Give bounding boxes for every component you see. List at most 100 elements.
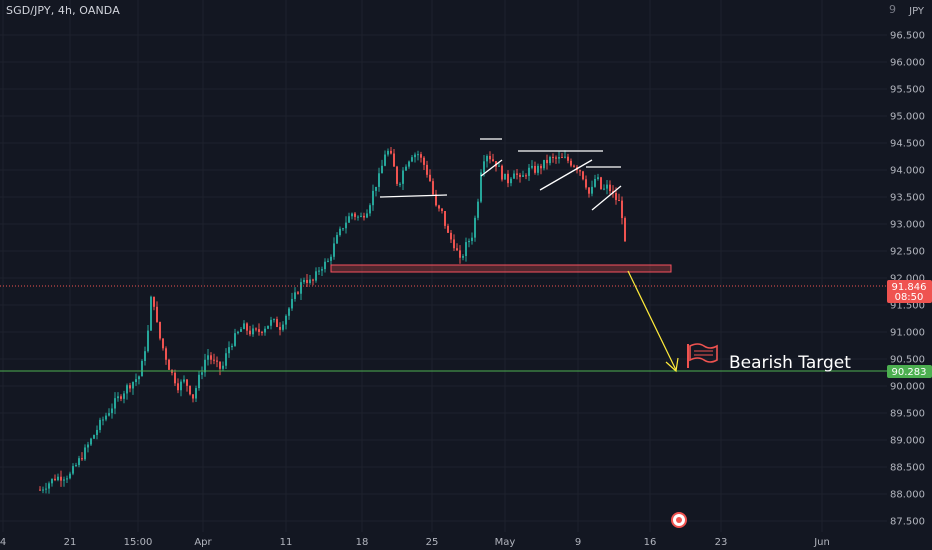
candle-body (252, 328, 254, 335)
target-price-value: 90.283 (892, 367, 927, 378)
time-axis[interactable]: 4 21 15:00 Apr 11 18 25 May 9 16 23 Jun (0, 537, 830, 548)
time-tick-label: 11 (280, 537, 293, 548)
price-tick-label: 93.000 (890, 220, 925, 231)
candle-body (120, 396, 122, 399)
candle-body (609, 184, 611, 192)
forecast-arrow[interactable] (627, 270, 677, 371)
candle-body (447, 225, 449, 233)
trendline[interactable] (379, 194, 448, 198)
candle-body (618, 200, 620, 202)
candle-body (114, 398, 116, 409)
candle-body (51, 478, 53, 484)
candle-body (291, 298, 293, 309)
candle-body (342, 228, 344, 230)
candle-body (288, 308, 290, 316)
candle-body (264, 328, 266, 333)
candle-body (453, 239, 455, 249)
candle-body (516, 173, 518, 175)
candle-body (492, 159, 494, 162)
candle-body (387, 150, 389, 155)
candle-body (117, 396, 119, 399)
candle-body (321, 269, 323, 271)
candle-body (354, 213, 356, 217)
candle-body (147, 330, 149, 352)
candle-body (261, 331, 263, 333)
settings-icon[interactable]: 9 (889, 3, 896, 16)
candle-body (339, 228, 341, 236)
candle-body (132, 382, 134, 389)
currency-button[interactable]: JPY (909, 6, 924, 17)
price-tick-label: 93.500 (890, 193, 925, 204)
candle-body (156, 306, 158, 322)
candle-body (528, 167, 530, 176)
candle-body (108, 413, 110, 416)
trendline[interactable] (539, 159, 593, 191)
candle-body (141, 360, 143, 377)
candle-body (63, 479, 65, 481)
price-tick-label: 91.500 (890, 301, 925, 312)
candle-body (519, 174, 521, 177)
candle-body (285, 315, 287, 325)
trendline[interactable] (591, 185, 622, 211)
candle-body (591, 186, 593, 194)
candle-body (399, 183, 401, 185)
price-tick-label: 94.500 (890, 139, 925, 150)
trendline[interactable] (480, 159, 503, 177)
candle-body (369, 205, 371, 214)
alert-marker-icon[interactable] (671, 512, 687, 528)
candle-body (567, 156, 569, 161)
candle-body (57, 476, 59, 481)
candle-body (486, 155, 488, 162)
candle-body (540, 165, 542, 169)
candle-body (69, 473, 71, 479)
chart-drawings[interactable]: Bearish Target (0, 138, 887, 373)
candle-body (72, 466, 74, 474)
flag-icon[interactable] (687, 343, 718, 368)
candle-body (606, 184, 608, 189)
candle-body (414, 154, 416, 158)
time-tick-label: 25 (426, 537, 439, 548)
candle-body (396, 166, 398, 184)
candle-body (510, 178, 512, 184)
candle-body (543, 159, 545, 169)
time-tick-label: May (495, 537, 516, 548)
candle-body (192, 394, 194, 399)
candle-body (324, 261, 326, 270)
candle-body (246, 323, 248, 331)
candle-body (375, 186, 377, 191)
candlestick-series (39, 147, 626, 494)
candle-body (219, 361, 221, 369)
candle-body (312, 279, 314, 281)
candle-body (102, 419, 104, 421)
time-tick-label: Apr (194, 537, 212, 548)
symbol-title[interactable]: SGD/JPY, 4h, OANDA (6, 4, 120, 17)
time-tick-label: 21 (64, 537, 77, 548)
candle-body (507, 173, 509, 184)
candle-body (84, 447, 86, 460)
candle-body (468, 240, 470, 243)
candle-body (198, 374, 200, 389)
candle-body (615, 193, 617, 201)
last-price-value: 91.846 (892, 282, 927, 293)
candle-body (444, 210, 446, 226)
candle-body (372, 190, 374, 206)
candle-body (600, 177, 602, 190)
candle-body (603, 188, 605, 190)
candle-body (318, 270, 320, 272)
candle-body (360, 215, 362, 217)
candle-body (45, 488, 47, 490)
candle-body (174, 372, 176, 384)
time-tick-label: 4 (0, 537, 6, 548)
support-zone[interactable] (330, 264, 672, 273)
candle-body (402, 170, 404, 184)
candle-body (306, 279, 308, 283)
candle-body (465, 242, 467, 257)
candle-body (552, 156, 554, 158)
candle-body (582, 171, 584, 180)
candle-body (228, 347, 230, 354)
price-tick-label: 88.500 (890, 463, 925, 474)
candle-body (420, 154, 422, 158)
candle-body (153, 296, 155, 307)
price-axis[interactable]: 96.500 96.000 95.500 95.000 94.500 94.000 93.5… (890, 31, 925, 528)
